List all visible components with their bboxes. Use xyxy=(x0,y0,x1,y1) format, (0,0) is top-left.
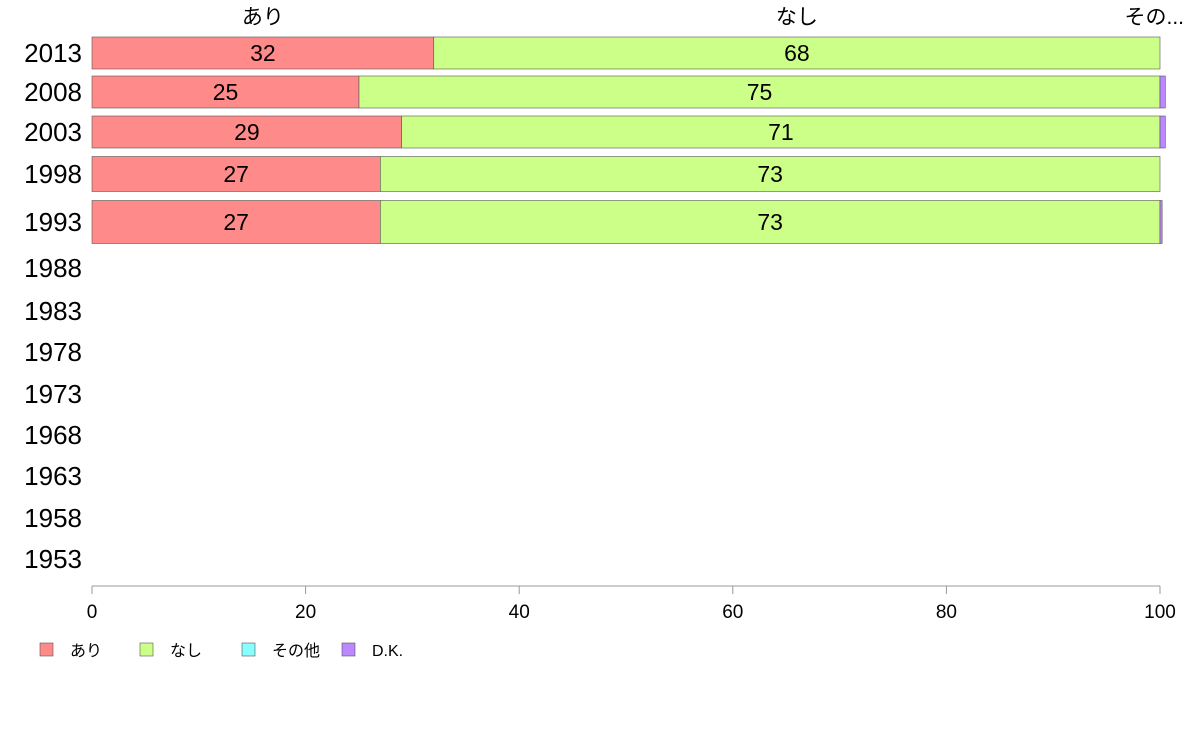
bar-segment xyxy=(401,115,1161,149)
year-label: 1998 xyxy=(24,159,82,189)
bar-segment xyxy=(1159,75,1166,109)
x-tick-label: 100 xyxy=(1144,602,1176,623)
legend-swatch xyxy=(241,642,256,657)
year-label: 1963 xyxy=(24,461,82,491)
year-label: 1953 xyxy=(24,544,82,574)
data-label: 68 xyxy=(784,40,810,66)
top-series-label: あり xyxy=(242,6,284,29)
legend-swatch xyxy=(341,642,356,657)
year-label: 2013 xyxy=(24,38,82,68)
x-tick-label: 0 xyxy=(87,602,98,623)
data-label: 71 xyxy=(768,119,794,145)
bar-segment xyxy=(1159,200,1163,244)
legend-label: なし xyxy=(170,642,202,660)
bar-segment xyxy=(380,156,1161,192)
bar-segment xyxy=(91,75,360,109)
data-label: 75 xyxy=(747,79,773,105)
bar-segment xyxy=(91,156,381,192)
x-tick-label: 60 xyxy=(722,602,743,623)
year-label: 1973 xyxy=(24,379,82,409)
year-label: 1993 xyxy=(24,207,82,237)
x-tick-label: 40 xyxy=(509,602,530,623)
legend-label: D.K. xyxy=(372,643,403,660)
x-tick-label: 20 xyxy=(295,602,316,623)
data-label: 25 xyxy=(213,79,239,105)
bar-segment xyxy=(380,200,1161,244)
legend-swatch xyxy=(139,642,154,657)
year-label: 1958 xyxy=(24,503,82,533)
year-label: 1978 xyxy=(24,337,82,367)
bar-segment xyxy=(358,75,1161,109)
legend-swatch xyxy=(39,642,54,657)
top-series-label: その... xyxy=(1124,6,1184,29)
bar-segment xyxy=(91,200,381,244)
year-label: 2008 xyxy=(24,77,82,107)
data-label: 27 xyxy=(223,161,249,187)
top-series-label: なし xyxy=(776,6,818,29)
bar-segment xyxy=(91,115,403,149)
year-label: 1968 xyxy=(24,420,82,450)
data-label: 32 xyxy=(250,40,276,66)
data-label: 27 xyxy=(223,209,249,235)
year-label: 2003 xyxy=(24,117,82,147)
year-label: 1983 xyxy=(24,296,82,326)
legend-label: その他 xyxy=(272,642,320,660)
bar-segment xyxy=(1159,115,1166,149)
data-label: 73 xyxy=(757,209,783,235)
year-label: 1988 xyxy=(24,253,82,283)
legend-label: あり xyxy=(70,642,102,660)
data-label: 29 xyxy=(234,119,260,145)
bar-segment xyxy=(91,36,435,70)
x-tick-label: 80 xyxy=(936,602,957,623)
bar-segment xyxy=(433,36,1161,70)
data-label: 73 xyxy=(757,161,783,187)
